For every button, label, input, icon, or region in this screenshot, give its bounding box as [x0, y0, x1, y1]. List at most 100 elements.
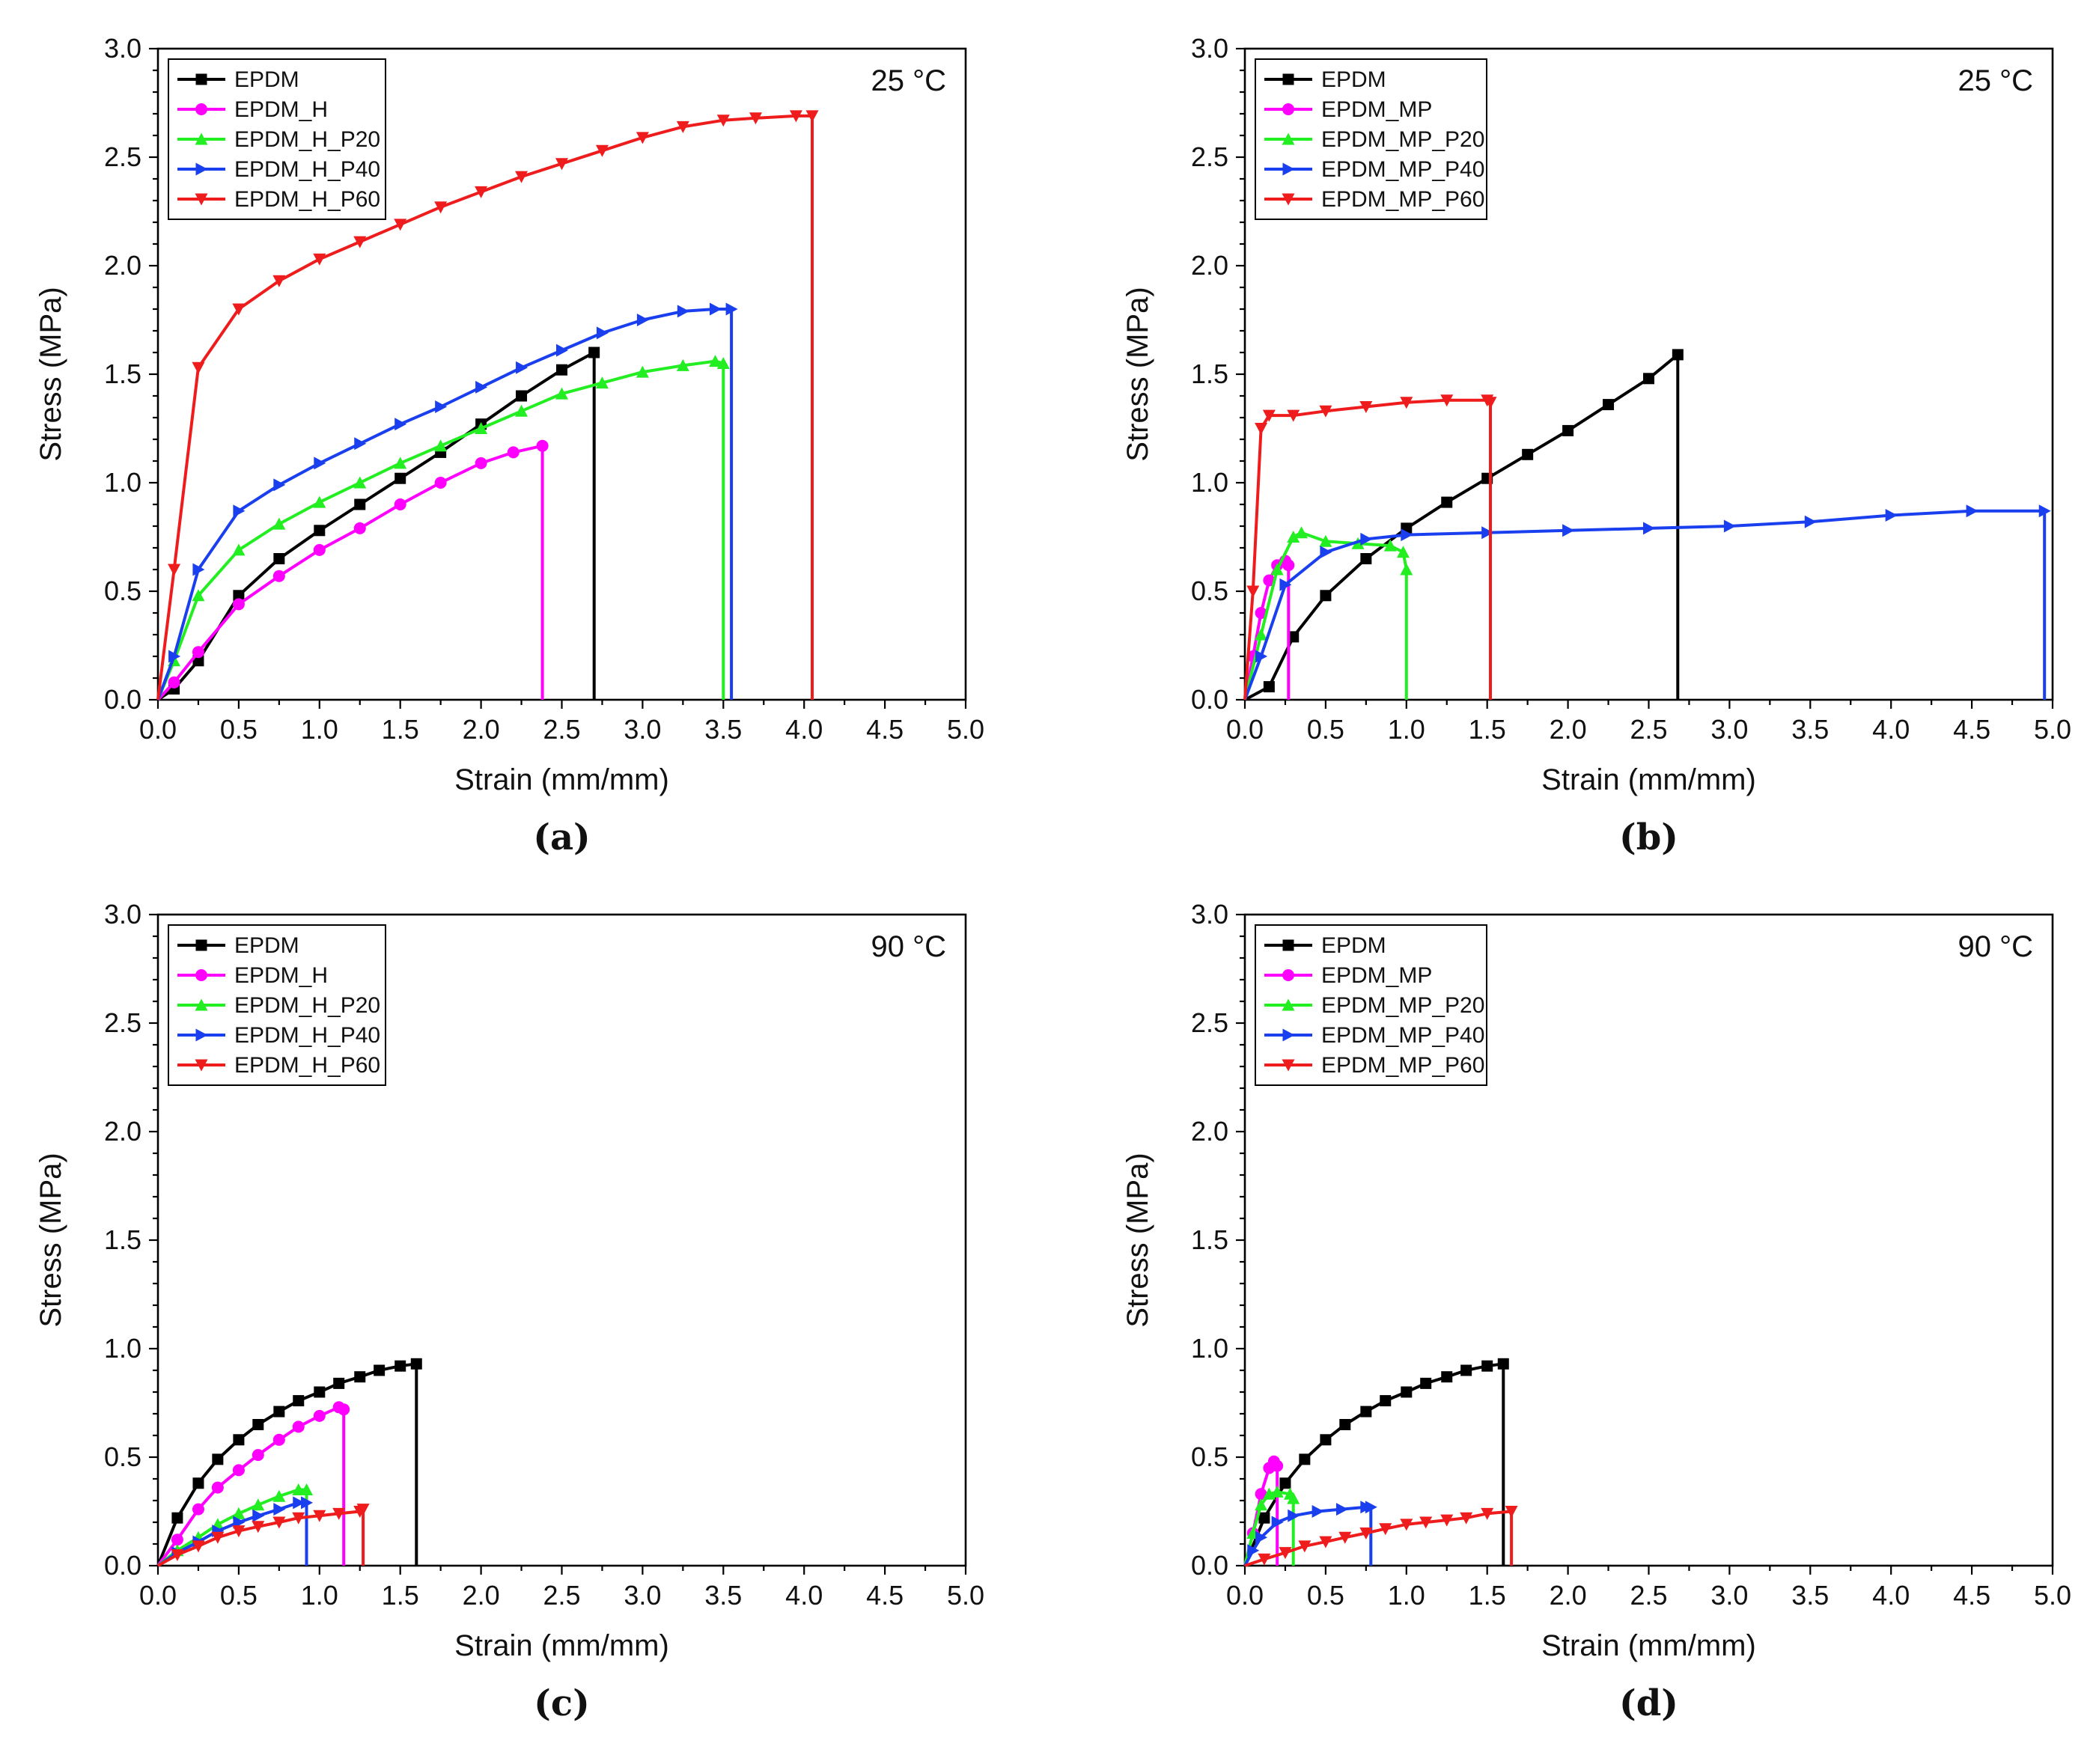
data-point [1319, 534, 1332, 547]
data-point [725, 302, 738, 316]
data-point [314, 1386, 326, 1398]
data-point [475, 422, 488, 434]
y-tick-label: 0.0 [1191, 684, 1228, 715]
data-point [716, 357, 730, 369]
data-point [435, 400, 448, 413]
legend-marker [195, 1059, 208, 1072]
data-point [374, 1364, 386, 1376]
data-point [1460, 1364, 1472, 1376]
data-point [636, 365, 649, 378]
legend-marker [1282, 969, 1294, 981]
series-EPDM_H_P20 [156, 355, 730, 701]
series-EPDM_MP_P20 [1243, 1485, 1300, 1566]
data-point [333, 1377, 345, 1389]
y-tick-label: 0.5 [1191, 576, 1228, 606]
data-point [595, 144, 609, 157]
data-point [1400, 563, 1413, 576]
data-point [475, 186, 488, 198]
data-point [1288, 1509, 1300, 1522]
legend: EPDM EPDM_H EPDM_H_P20 EPDM_H_P40 EPDM_H_P60 [168, 924, 386, 1086]
x-tick-label: 0.5 [1307, 714, 1344, 745]
x-tick-label: 3.0 [624, 714, 661, 745]
data-point [676, 358, 689, 371]
data-point [1360, 1406, 1372, 1417]
data-point [232, 598, 245, 611]
x-tick-label: 0.0 [1226, 714, 1264, 745]
legend-label: EPDM_H [234, 963, 328, 988]
data-point [1319, 1536, 1332, 1548]
data-point [356, 1504, 370, 1516]
data-point [1279, 1547, 1292, 1560]
x-tick-label: 3.5 [1791, 1580, 1829, 1611]
data-point [394, 472, 406, 484]
x-tick-label: 3.0 [1710, 1580, 1748, 1611]
legend-label: EPDM_MP_P60 [1321, 1053, 1484, 1078]
x-tick-label: 1.5 [1469, 714, 1506, 745]
data-point [1365, 1501, 1377, 1514]
x-tick-label: 3.5 [704, 714, 742, 745]
panel-caption: (d) [1619, 1682, 1678, 1724]
legend-label: EPDM [234, 67, 299, 92]
data-point [168, 564, 181, 576]
data-point [233, 504, 246, 518]
legend-item: EPDM_MP [1264, 963, 1432, 988]
legend-label: EPDM_MP_P20 [1321, 127, 1484, 152]
data-point [1505, 1506, 1518, 1518]
data-point [353, 476, 367, 489]
x-tick-label: 1.0 [1388, 714, 1425, 745]
series-line [156, 114, 814, 701]
data-point [1643, 373, 1654, 385]
y-tick-label: 2.5 [104, 141, 141, 172]
data-point [716, 115, 730, 127]
data-point [232, 1525, 246, 1538]
data-point [1420, 1377, 1432, 1389]
x-tick-label: 4.0 [785, 1580, 823, 1611]
legend-marker [195, 73, 207, 85]
data-point [192, 361, 205, 374]
x-tick-label: 3.5 [704, 1580, 742, 1611]
data-point [1287, 1492, 1300, 1504]
data-point [1643, 522, 1655, 535]
data-point [1460, 1512, 1473, 1525]
x-tick-label: 4.0 [1872, 714, 1910, 745]
data-point [789, 110, 802, 123]
chart-panel-b: 0.0 0.5 1.0 1.5 2.0 2.5 3.0 3.5 4.0 4.5 5.0 0.0 0.5 1… [1121, 33, 2071, 858]
x-tick-label: 0.5 [220, 714, 258, 745]
data-point [1287, 531, 1300, 543]
data-point [332, 1507, 346, 1520]
temperature-annotation: 25 °C [871, 64, 947, 97]
y-tick-label: 0.5 [104, 1441, 141, 1472]
x-tick-label: 2.0 [1550, 1580, 1587, 1611]
data-point [555, 158, 568, 171]
legend-label: EPDM [234, 933, 299, 958]
legend-item: EPDM_MP_P20 [1264, 993, 1484, 1018]
data-point [1287, 409, 1300, 422]
data-point [1966, 504, 1978, 518]
data-point [273, 478, 286, 492]
data-point [1419, 1516, 1433, 1529]
legend-marker [195, 998, 208, 1011]
data-point [1481, 1507, 1494, 1520]
series-EPDM [1243, 1358, 1509, 1566]
legend-item: EPDM_H_P40 [177, 157, 380, 182]
legend-label: EPDM_H_P40 [234, 1023, 380, 1048]
data-point [338, 1403, 350, 1416]
x-tick-label: 2.5 [1630, 714, 1667, 745]
x-tick-label: 1.0 [301, 1580, 338, 1611]
legend-item: EPDM_MP_P60 [1264, 187, 1484, 212]
data-point [192, 1477, 204, 1489]
data-point [1270, 563, 1284, 576]
y-tick-label: 2.5 [1191, 1007, 1228, 1038]
legend-item: EPDM [177, 933, 299, 958]
x-tick-label: 4.5 [866, 714, 904, 745]
data-point [1255, 1498, 1268, 1511]
data-point [805, 110, 819, 123]
data-point [272, 517, 286, 530]
legend-marker [1282, 1059, 1295, 1072]
data-point [1255, 607, 1267, 619]
y-tick-label: 1.0 [1191, 467, 1228, 498]
data-point [1339, 1419, 1351, 1430]
data-point [252, 1521, 265, 1533]
data-point [1441, 496, 1453, 508]
